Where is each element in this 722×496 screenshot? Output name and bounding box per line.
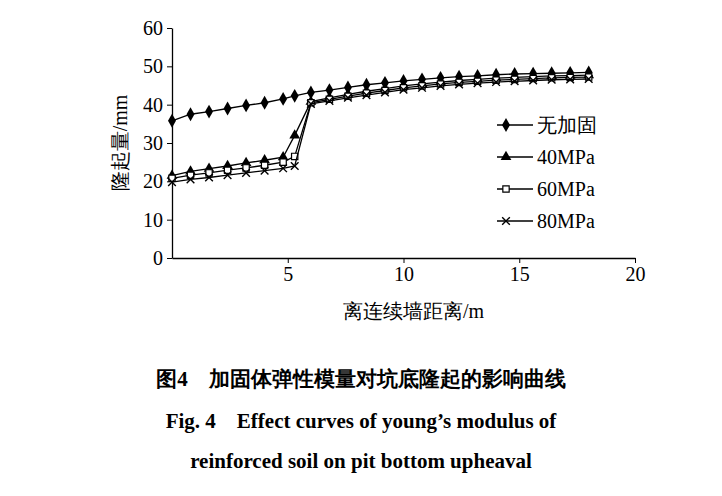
legend-label: 80MPa	[537, 210, 595, 232]
marker	[511, 77, 519, 85]
legend-label: 40MPa	[537, 146, 595, 168]
legend-entry: 60MPa	[497, 178, 595, 200]
marker	[168, 178, 176, 186]
y-tick-mark	[167, 28, 172, 29]
y-tick-mark	[167, 66, 172, 67]
title: 图4 加固体弹性模量对坑底隆起的影响曲线	[156, 367, 566, 391]
x-tick: 10	[394, 258, 414, 285]
marker	[307, 100, 315, 108]
marker	[326, 97, 334, 105]
marker	[279, 92, 287, 106]
legend-entry: 40MPa	[497, 146, 595, 168]
marker	[291, 89, 299, 103]
series	[169, 74, 592, 182]
marker	[224, 171, 232, 179]
y-tick-label: 20	[143, 170, 163, 192]
y-tick: 60	[143, 17, 172, 39]
subtitle: reinforced soil on pit bottom upheaval	[190, 449, 532, 473]
x-tick-label: 5	[283, 263, 293, 285]
y-axis-line	[172, 29, 173, 259]
y-tick-mark	[167, 258, 172, 259]
marker	[242, 99, 250, 113]
marker	[224, 102, 232, 116]
y-axis: 0 10 20 30 40 50 60	[143, 17, 173, 269]
x-axis: 5 10 15 20	[173, 258, 646, 285]
x-tick: 5	[283, 258, 293, 285]
marker	[529, 77, 537, 85]
legend-marker	[502, 118, 510, 132]
marker	[455, 81, 463, 89]
chart: 0 10 20 30 40 50 60 5 10 15 20 离连续墙距离/m 隆起量/mm 无加固 40M…	[0, 0, 722, 496]
y-tick-mark	[167, 143, 172, 144]
marker	[585, 75, 593, 83]
marker	[400, 86, 408, 94]
series-line	[172, 72, 589, 120]
y-tick-label: 30	[143, 132, 163, 154]
marker	[242, 169, 250, 177]
x-tick: 15	[510, 258, 530, 285]
plot-area	[167, 66, 594, 186]
x-axis-title: 离连续墙距离/m	[343, 300, 485, 322]
series-line	[172, 79, 589, 182]
y-tick-label: 50	[143, 55, 163, 77]
marker	[418, 84, 426, 92]
y-tick: 40	[143, 94, 172, 116]
marker	[279, 164, 287, 172]
y-tick-label: 60	[143, 17, 163, 39]
y-tick: 0	[153, 247, 172, 269]
marker	[187, 107, 195, 121]
marker	[261, 96, 269, 110]
marker	[289, 129, 300, 138]
marker	[168, 114, 176, 128]
marker	[280, 159, 286, 165]
marker	[548, 76, 556, 84]
legend-marker	[503, 186, 509, 192]
series	[168, 75, 592, 186]
marker	[566, 76, 574, 84]
marker	[381, 89, 389, 97]
series-line	[172, 75, 589, 175]
y-tick-label: 10	[143, 209, 163, 231]
marker	[474, 79, 482, 87]
legend: 无加固 40MPa 60MPa 80MPa	[497, 114, 597, 232]
marker	[291, 162, 299, 170]
legend-line	[497, 220, 533, 221]
marker	[261, 167, 269, 175]
y-tick: 30	[143, 132, 172, 154]
series	[167, 69, 594, 179]
legend-entry: 无加固	[497, 114, 597, 136]
y-axis-title: 隆起量/mm	[109, 94, 131, 191]
legend-entry: 80MPa	[497, 210, 595, 232]
x-tick-label: 15	[510, 263, 530, 285]
marker	[344, 94, 352, 102]
legend-marker	[502, 217, 510, 225]
marker	[205, 105, 213, 119]
y-tick-label: 40	[143, 94, 163, 116]
y-tick-label: 0	[153, 247, 163, 269]
y-tick-mark	[167, 220, 172, 221]
x-tick-label: 10	[394, 263, 414, 285]
y-tick: 10	[143, 209, 172, 231]
series	[168, 66, 593, 128]
legend-label: 无加固	[537, 114, 597, 136]
marker	[492, 78, 500, 86]
legend-label: 60MPa	[537, 178, 595, 200]
marker	[187, 176, 195, 184]
series-line	[172, 77, 589, 178]
subtitle: Fig. 4 Effect curves of young’s modulus …	[166, 409, 558, 433]
marker	[205, 174, 213, 182]
marker	[363, 91, 371, 99]
y-tick-mark	[167, 105, 172, 106]
x-tick-label: 20	[626, 263, 646, 285]
x-tick: 20	[626, 258, 646, 285]
y-tick: 50	[143, 55, 172, 77]
y-tick: 20	[143, 170, 172, 192]
marker	[437, 82, 445, 90]
legend-marker	[501, 151, 512, 160]
